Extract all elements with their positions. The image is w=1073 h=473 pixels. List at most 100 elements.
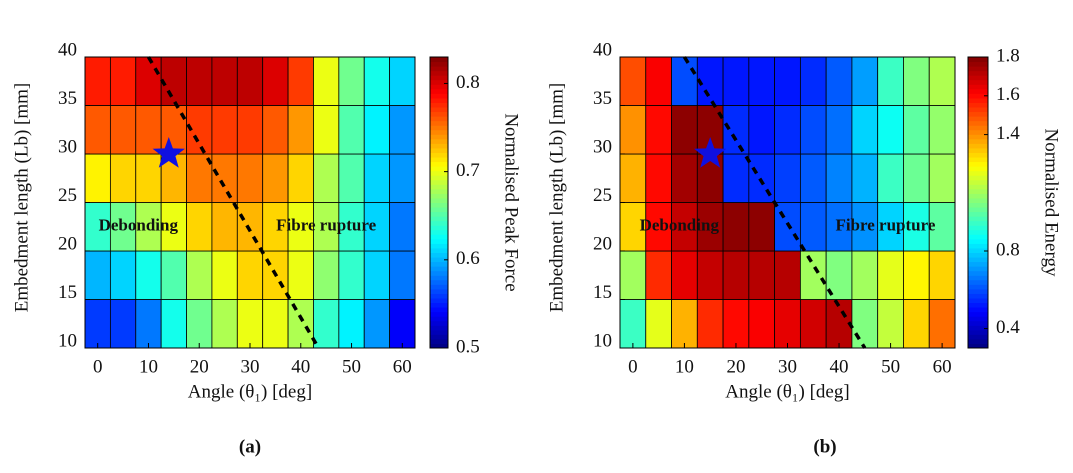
heatmap-cell (722, 105, 750, 155)
y-tick-label: 40 (58, 39, 77, 60)
heatmap-cell (877, 299, 904, 349)
colorbar-swatch (968, 152, 988, 158)
heatmap-cell (236, 56, 264, 106)
heatmap-cell (722, 202, 750, 252)
colorbar-swatch (968, 79, 988, 85)
heatmap-cell (84, 299, 111, 349)
heatmap-cell (748, 250, 776, 300)
y-axis-label: Embedment length (Lb) [mm] (546, 83, 567, 313)
heatmap-cell (645, 153, 672, 203)
x-tick-label: 50 (342, 356, 361, 377)
colorbar-swatch (968, 107, 988, 113)
colorbar-swatch (968, 197, 988, 203)
heatmap-cell (84, 202, 111, 252)
colorbar-swatch (430, 61, 448, 67)
heatmap-cell (109, 250, 137, 300)
heatmap-cell (877, 250, 904, 300)
heatmap-cell (799, 250, 827, 300)
x-tick-label: 60 (393, 356, 412, 377)
colorbar-swatch (430, 197, 448, 203)
heatmap-cell (928, 56, 956, 106)
heatmap-cell (851, 105, 879, 155)
colorbar-swatch (968, 184, 988, 190)
colorbar-swatch (968, 302, 988, 308)
heatmap-cell (799, 105, 827, 155)
colorbar-swatch (968, 175, 988, 181)
heatmap-cell (363, 56, 391, 106)
colorbar-swatch (968, 279, 988, 285)
heatmap-cell (389, 153, 416, 203)
caption: (b) (813, 436, 836, 457)
colorbar-swatch (430, 207, 448, 213)
colorbar-swatch (430, 329, 448, 335)
colorbar-swatch (968, 188, 988, 194)
x-tick-label: 0 (93, 356, 103, 377)
heatmap-cell (160, 202, 187, 252)
heatmap-cell (287, 56, 314, 106)
colorbar-swatch (430, 116, 448, 122)
colorbar-tick-label: 1.6 (996, 84, 1020, 105)
heatmap-cell (748, 202, 776, 252)
heatmap-cell (851, 299, 879, 349)
colorbar-swatch (968, 293, 988, 299)
heatmap-cell (135, 299, 162, 349)
y-tick-label: 10 (58, 330, 77, 351)
x-axis-label: Angle (θ₁) [deg] (725, 381, 849, 402)
colorbar-swatch (968, 316, 988, 322)
heatmap-cell (211, 202, 238, 252)
colorbar-swatch (430, 229, 448, 235)
colorbar-swatch (968, 307, 988, 313)
heatmap-cell (671, 299, 698, 349)
y-tick-label: 35 (593, 88, 612, 109)
colorbar-swatch (430, 88, 448, 94)
colorbar-swatch (968, 97, 988, 103)
colorbar-swatch (430, 234, 448, 240)
colorbar-frame (967, 56, 989, 349)
heatmap-cell (774, 299, 801, 349)
colorbar-swatch (968, 157, 988, 163)
colorbar-swatch (968, 75, 988, 81)
colorbar-swatch (430, 157, 448, 163)
heatmap-cell (262, 56, 289, 106)
heatmap-cell (774, 105, 801, 155)
heatmap-cell (363, 202, 391, 252)
colorbar-swatch (968, 57, 988, 63)
heatmap-cell (338, 105, 365, 155)
colorbar-swatch (968, 179, 988, 185)
heatmap-cell (135, 56, 162, 106)
colorbar-tick-label: 0.5 (456, 336, 480, 357)
colorbar-swatch (430, 143, 448, 149)
colorbar-swatch (968, 129, 988, 135)
heatmap-cell (363, 299, 391, 349)
heatmap-cell (825, 299, 853, 349)
colorbar-swatch (968, 284, 988, 290)
heatmap-cell (236, 299, 264, 349)
heatmap-cell (389, 56, 416, 106)
heatmap-cell (135, 105, 162, 155)
heatmap-cell (84, 105, 111, 155)
colorbar-swatch (430, 247, 448, 254)
colorbar-swatch (430, 307, 448, 313)
colorbar-swatch (968, 238, 988, 244)
colorbar-tick-label: 0.8 (456, 72, 480, 93)
colorbar-swatch (430, 238, 448, 244)
colorbar-swatch (430, 275, 448, 281)
heatmap-cell (338, 153, 365, 203)
heatmap-cell (748, 299, 776, 349)
heatmap-cell (825, 202, 853, 252)
colorbar-swatch (430, 252, 448, 258)
heatmap-cell (109, 299, 137, 349)
colorbar-swatch (430, 316, 448, 322)
colorbar-swatch (430, 147, 448, 153)
star-marker (152, 137, 185, 168)
colorbar-swatch (430, 288, 448, 294)
heatmap-cell (722, 56, 750, 106)
colorbar-swatch (430, 107, 448, 113)
colorbar-swatch (430, 302, 448, 308)
colorbar-swatch (430, 297, 448, 304)
heatmap-cell (825, 153, 853, 203)
heatmap-cell (160, 299, 187, 349)
colorbar-swatch (968, 257, 988, 263)
colorbar-swatch (968, 320, 988, 326)
colorbar-swatch (430, 161, 448, 167)
